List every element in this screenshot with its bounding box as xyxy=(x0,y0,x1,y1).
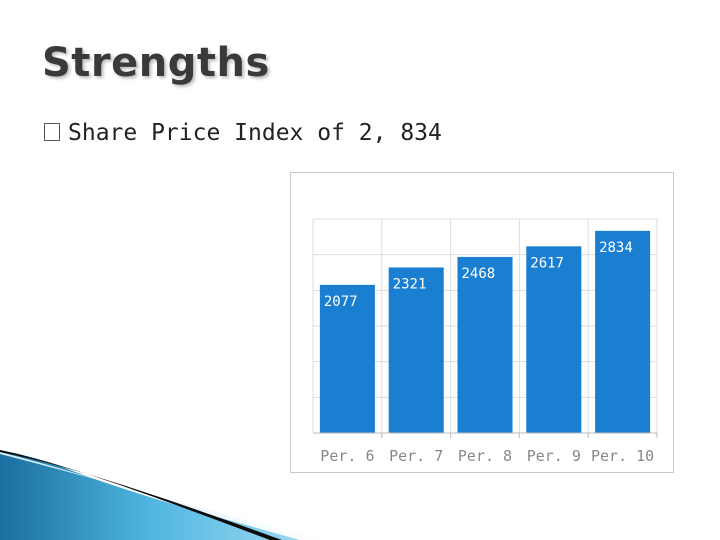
bars: 2077 2321 2468 2617 2834 xyxy=(319,230,651,433)
data-label: 2617 xyxy=(530,255,564,271)
x-tick-label: Per. 6 xyxy=(320,447,374,465)
bullet-text: Share Price Index of 2, 834 xyxy=(68,120,442,146)
x-tick-label: Per. 8 xyxy=(458,447,512,465)
data-label: 2077 xyxy=(324,294,358,310)
bar-per-7 xyxy=(388,267,444,433)
bar-per-9 xyxy=(526,246,582,433)
bar-per-8 xyxy=(457,256,513,433)
data-label: 2468 xyxy=(461,266,495,282)
bullet-square-icon xyxy=(44,123,60,141)
x-tick-label: Per. 9 xyxy=(527,447,581,465)
bullet-item: Share Price Index of 2, 834 xyxy=(44,120,442,146)
slide-title: Strengths xyxy=(42,40,270,86)
bar-per-10 xyxy=(595,230,651,433)
x-tick-label: Per. 7 xyxy=(389,447,443,465)
data-label: 2834 xyxy=(599,240,633,256)
x-axis: Per. 6 Per. 7 Per. 8 Per. 9 Per. 10 xyxy=(313,432,658,465)
data-label: 2321 xyxy=(393,276,427,292)
x-tick-label: Per. 10 xyxy=(591,447,654,465)
decorative-swoosh xyxy=(0,450,330,540)
bar-per-6 xyxy=(319,284,375,433)
